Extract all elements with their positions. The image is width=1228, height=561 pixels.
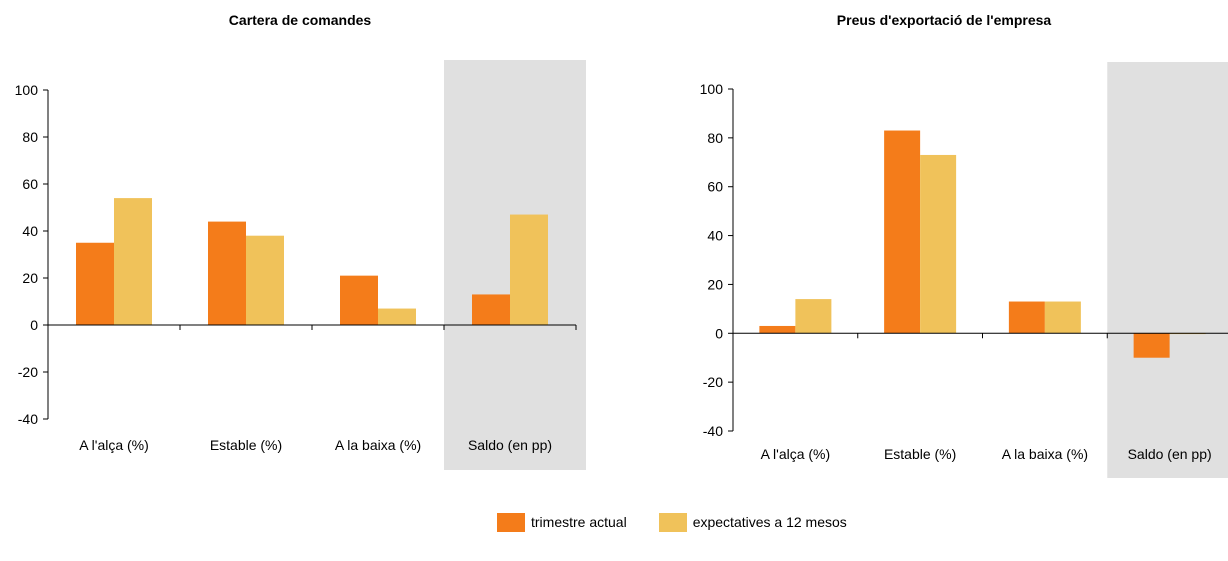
chart-cartera-comandes: Cartera de comandes -40 -20 0 20 40 60 80 100 A … bbox=[0, 0, 600, 480]
y-tick-label: 40 bbox=[707, 228, 723, 244]
highlight-band bbox=[1107, 62, 1228, 478]
y-tick-label: 80 bbox=[22, 129, 38, 145]
bar-current bbox=[340, 275, 378, 325]
bar-current bbox=[472, 294, 510, 325]
legend-item-expected: expectatives a 12 mesos bbox=[658, 512, 847, 532]
x-category-label: Estable (%) bbox=[210, 437, 282, 453]
bar-current bbox=[76, 242, 114, 325]
x-category-label: A la baixa (%) bbox=[1002, 446, 1088, 462]
bar-expected bbox=[795, 299, 832, 334]
bar-expected bbox=[510, 214, 548, 325]
bar-expected bbox=[114, 198, 152, 325]
chart-legend: trimestre actual expectatives a 12 mesos bbox=[497, 512, 879, 532]
chart-preus-exportacio: Preus d'exportació de l'empresa -40 -20 0 2… bbox=[660, 0, 1228, 480]
chart-plot-preus: -40 -20 0 20 40 60 80 100 A l'alça (%) Estable (%… bbox=[700, 62, 1228, 478]
x-category-label: Estable (%) bbox=[884, 446, 956, 462]
bar-expected bbox=[378, 308, 416, 325]
y-tick-label: 60 bbox=[707, 179, 723, 195]
x-category-label: Saldo (en pp) bbox=[1128, 446, 1212, 462]
x-category-label: Saldo (en pp) bbox=[468, 437, 552, 453]
chart-plot-cartera: -40 -20 0 20 40 60 80 100 A l'alça (%) Estable (%… bbox=[15, 60, 586, 470]
y-tick-label: -20 bbox=[18, 364, 38, 380]
y-tick-label: 0 bbox=[715, 325, 723, 341]
bar-current bbox=[208, 221, 246, 325]
bar-current bbox=[884, 130, 921, 334]
y-tick-label: -40 bbox=[703, 423, 723, 439]
legend-swatch-expected bbox=[658, 512, 687, 532]
chart-title: Preus d'exportació de l'empresa bbox=[836, 12, 1052, 28]
bar-current bbox=[1133, 333, 1170, 358]
y-tick-label: 80 bbox=[707, 130, 723, 146]
legend-label-expected: expectatives a 12 mesos bbox=[692, 514, 847, 530]
y-tick-label: 40 bbox=[22, 223, 38, 239]
y-tick-label: 20 bbox=[707, 276, 723, 292]
x-category-label: A l'alça (%) bbox=[761, 446, 831, 462]
y-tick-label: 20 bbox=[22, 270, 38, 286]
bar-expected bbox=[920, 154, 957, 334]
x-category-label: A la baixa (%) bbox=[335, 437, 421, 453]
y-tick-label: -20 bbox=[703, 374, 723, 390]
y-tick-label: 100 bbox=[700, 81, 724, 97]
bar-expected bbox=[246, 235, 284, 325]
bar-expected bbox=[1044, 301, 1081, 334]
x-category-label: A l'alça (%) bbox=[79, 437, 149, 453]
bar-current bbox=[759, 325, 796, 334]
y-tick-label: 0 bbox=[30, 317, 38, 333]
chart-title: Cartera de comandes bbox=[228, 12, 372, 28]
bar-current bbox=[1008, 301, 1045, 334]
y-tick-label: 100 bbox=[15, 82, 39, 98]
legend-label-current: trimestre actual bbox=[531, 514, 627, 530]
legend-swatch-current bbox=[497, 512, 525, 532]
y-tick-label: 60 bbox=[22, 176, 38, 192]
y-tick-label: -40 bbox=[18, 411, 38, 427]
legend-item-current: trimestre actual bbox=[497, 512, 627, 532]
